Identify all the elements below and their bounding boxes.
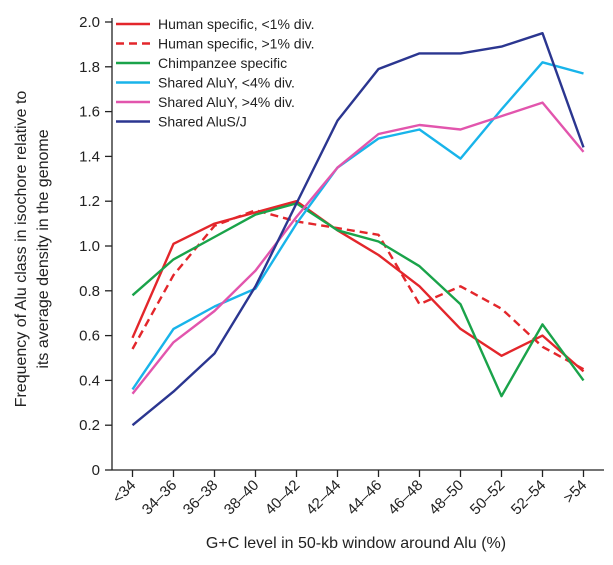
x-tick-label: 42–44	[303, 477, 345, 519]
x-tick-label: <34	[109, 477, 139, 507]
series-line-1	[131, 208, 585, 371]
series-line-5	[131, 32, 585, 427]
y-tick-label: 0.8	[79, 283, 100, 300]
y-tick-label: 1.4	[79, 148, 100, 165]
y-tick-label: 2.0	[79, 14, 100, 31]
legend-label-0: Human specific, <1% div.	[158, 16, 315, 32]
x-tick-label: >54	[560, 477, 590, 507]
x-tick-label: 50–52	[467, 477, 509, 519]
y-tick-label: 1.2	[79, 193, 100, 210]
x-tick-label: 52–54	[508, 477, 550, 519]
x-tick-label: 40–42	[262, 477, 304, 519]
legend-label-4: Shared AluY, >4% div.	[158, 94, 295, 110]
y-tick-label: 0.2	[79, 417, 100, 434]
x-tick-label: 46–48	[385, 477, 427, 519]
x-tick-label: 38–40	[221, 477, 263, 519]
legend-label-3: Shared AluY, <4% div.	[158, 75, 295, 91]
y-tick-label: 0.6	[79, 328, 100, 345]
series-line-0	[131, 199, 585, 373]
y-tick-label: 1.8	[79, 59, 100, 76]
series-layer	[131, 32, 585, 427]
y-axis-label-line1: Frequency of Alu class in isochore relat…	[13, 91, 30, 408]
x-tick-label: 44–46	[344, 477, 386, 519]
y-tick-label: 1.0	[79, 238, 100, 255]
legend-label-2: Chimpanzee specific	[158, 55, 287, 71]
legend: Human specific, <1% div. Human specific, …	[116, 16, 315, 130]
x-axis-label: G+C level in 50-kb window around Alu (%)	[206, 535, 506, 552]
y-tick-label: 1.6	[79, 104, 100, 121]
legend-label-5: Shared AluS/J	[158, 114, 247, 130]
x-tick-label: 48–50	[426, 477, 468, 519]
y-axis-label-line2: its average density in the genome	[35, 129, 52, 368]
series-line-3	[131, 61, 584, 391]
series-line-4	[131, 101, 585, 395]
y-tick-label: 0	[92, 462, 100, 479]
y-axis-label: Frequency of Alu class in isochore relat…	[13, 91, 52, 408]
x-tick-label: 36–38	[180, 477, 222, 519]
series-line-2	[131, 202, 585, 398]
x-tick-label: 34–36	[139, 477, 181, 519]
y-tick-label: 0.4	[79, 372, 100, 389]
legend-label-1: Human specific, >1% div.	[158, 36, 315, 52]
